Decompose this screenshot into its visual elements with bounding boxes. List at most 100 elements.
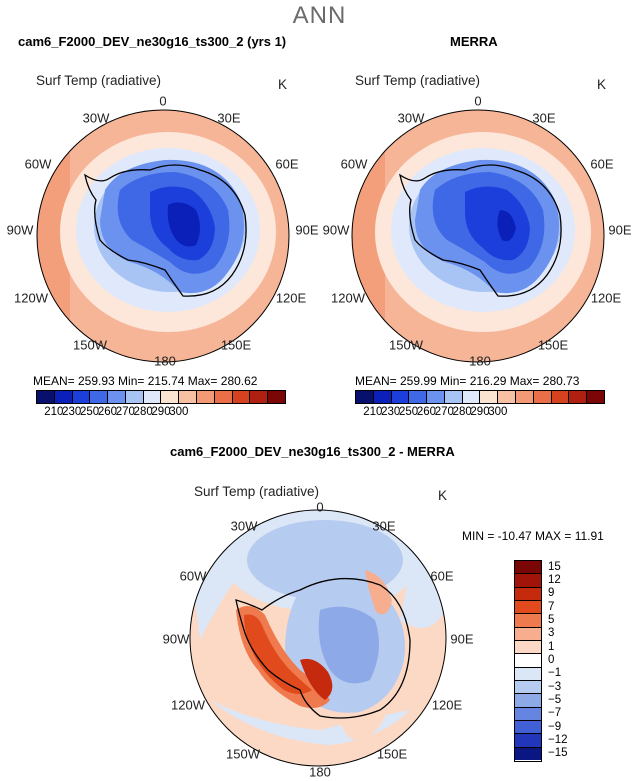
colorbar-swatch (515, 587, 541, 601)
panel3-lon-150w: 150W (226, 746, 260, 762)
panel2-cb-label: 210 (363, 406, 383, 418)
colorbar-swatch (498, 391, 517, 403)
panel3-cb-label: 7 (548, 600, 555, 613)
panel3-stats: MIN = -10.47 MAX = 11.91 (462, 529, 604, 543)
colorbar-swatch (515, 640, 541, 655)
panel3-lon-90e: 90E (450, 631, 474, 647)
panel1-cb-label: 290 (151, 406, 171, 418)
panel3-colorbar (514, 560, 542, 762)
panel3-lon-120e: 120E (431, 697, 463, 713)
panel3-cb-label: 15 (548, 560, 561, 573)
colorbar-swatch (373, 391, 392, 403)
colorbar-swatch (515, 600, 541, 615)
panel3-cb-label: −1 (548, 667, 562, 680)
panel1-lon-90w: 90W (6, 222, 34, 238)
colorbar-swatch (268, 391, 285, 403)
colorbar-swatch (214, 391, 233, 403)
panel3-lon-60e: 60E (430, 568, 454, 584)
colorbar-swatch (515, 667, 541, 681)
panel1-colorbar-labels: 210 230 250 260 270 280 290 300 (36, 406, 284, 420)
panel1-lon-120e: 120E (275, 290, 307, 306)
colorbar-swatch (356, 391, 374, 403)
panel1-cb-label: 270 (115, 406, 135, 418)
panel3-cb-label: −7 (548, 707, 562, 720)
panel2-lon-60e: 60E (590, 156, 614, 172)
panel3-cb-label: 12 (548, 574, 561, 586)
panel2-cb-label: 290 (470, 406, 490, 418)
colorbar-swatch (515, 614, 541, 628)
panel2-lon-0: 0 (474, 93, 482, 109)
colorbar-swatch (54, 391, 73, 403)
panel3-title: cam6_F2000_DEV_ne30g16_ts300_2 - MERRA (170, 444, 455, 459)
colorbar-swatch (515, 654, 541, 668)
colorbar-swatch (516, 391, 534, 403)
panel2-lon-120w: 120W (331, 290, 365, 306)
colorbar-swatch (515, 680, 541, 695)
panel3-lon-120w: 120W (171, 697, 205, 713)
panel2-cb-label: 270 (434, 406, 454, 418)
colorbar-swatch (515, 707, 541, 721)
panel1-title: cam6_F2000_DEV_ne30g16_ts300_2 (yrs 1) (18, 34, 287, 49)
panel1-lon-180: 180 (154, 353, 176, 369)
panel1-lon-150e: 150E (220, 337, 252, 353)
panel2-colorbar (355, 390, 605, 404)
panel1-lon-150w: 150W (73, 337, 107, 353)
colorbar-swatch (515, 734, 541, 748)
panel2-colorbar-labels: 210 230 250 260 270 280 290 300 (355, 406, 603, 420)
panel3-colorbar-labels: 15 12 9 7 5 3 1 0 −1 −3 −5 −7 −9 −12 −15 (548, 560, 588, 760)
panel1-lon-90e: 90E (295, 222, 319, 238)
season-title: ANN (292, 2, 347, 29)
colorbar-swatch (444, 391, 463, 403)
panel1-lon-120w: 120W (14, 290, 48, 306)
colorbar-swatch (232, 391, 251, 403)
colorbar-swatch (515, 694, 541, 708)
panel2-stats: MEAN= 259.99 Min= 216.29 Max= 280.73 (355, 374, 580, 388)
colorbar-swatch (90, 391, 109, 403)
colorbar-swatch (515, 720, 541, 735)
panel2-lon-150e: 150E (537, 337, 569, 353)
colorbar-swatch (250, 391, 269, 403)
panel3-lon-60w: 60W (179, 568, 207, 584)
panel2-lon-180: 180 (469, 353, 491, 369)
panel1-cb-label: 280 (133, 406, 153, 418)
panel2-cb-label: 250 (398, 406, 419, 418)
colorbar-swatch (587, 391, 604, 403)
panel1-lon-60w: 60W (24, 156, 52, 172)
colorbar-swatch (72, 391, 91, 403)
panel2-cb-label: 280 (452, 406, 472, 418)
panel3-lon-90w: 90W (162, 631, 190, 647)
panel1-cb-label: 230 (62, 406, 82, 418)
panel2-lon-90w: 90W (322, 222, 350, 238)
panel1-cb-label: 300 (169, 406, 189, 418)
panel2-units-label: K (597, 77, 607, 92)
panel1-lon-30e: 30E (217, 110, 241, 126)
panel3-cb-label: 0 (548, 654, 555, 666)
panel3-lon-30w: 30W (230, 518, 258, 534)
panel2-cb-label: 230 (381, 406, 401, 418)
colorbar-swatch (391, 391, 410, 403)
panel3-cb-label: −15 (548, 747, 568, 760)
panel3-cb-label: 9 (548, 587, 555, 600)
panel3-units-label: K (438, 488, 448, 503)
colorbar-swatch (569, 391, 588, 403)
panel3-variable-label: Surf Temp (radiative) (194, 484, 320, 499)
colorbar-swatch (533, 391, 552, 403)
colorbar-swatch (179, 391, 198, 403)
colorbar-swatch (515, 574, 541, 588)
colorbar-swatch (108, 391, 126, 403)
colorbar-swatch (551, 391, 570, 403)
panel3-cb-label: 3 (548, 627, 555, 640)
colorbar-swatch (515, 561, 541, 575)
panel3-cb-label: 5 (548, 614, 555, 626)
panel3-lon-180: 180 (309, 764, 331, 780)
colorbar-swatch (409, 391, 428, 403)
colorbar-swatch (515, 627, 541, 641)
panel1-units-label: K (278, 77, 288, 92)
panel1-lon-30w: 30W (82, 110, 110, 126)
panel2-lon-30e: 30E (532, 110, 556, 126)
panel3-cb-label: −3 (548, 680, 562, 693)
panel2-lon-120e: 120E (590, 290, 622, 306)
panel2-lon-60w: 60W (340, 156, 368, 172)
colorbar-swatch (197, 391, 215, 403)
panel2-cb-label: 300 (488, 406, 508, 418)
